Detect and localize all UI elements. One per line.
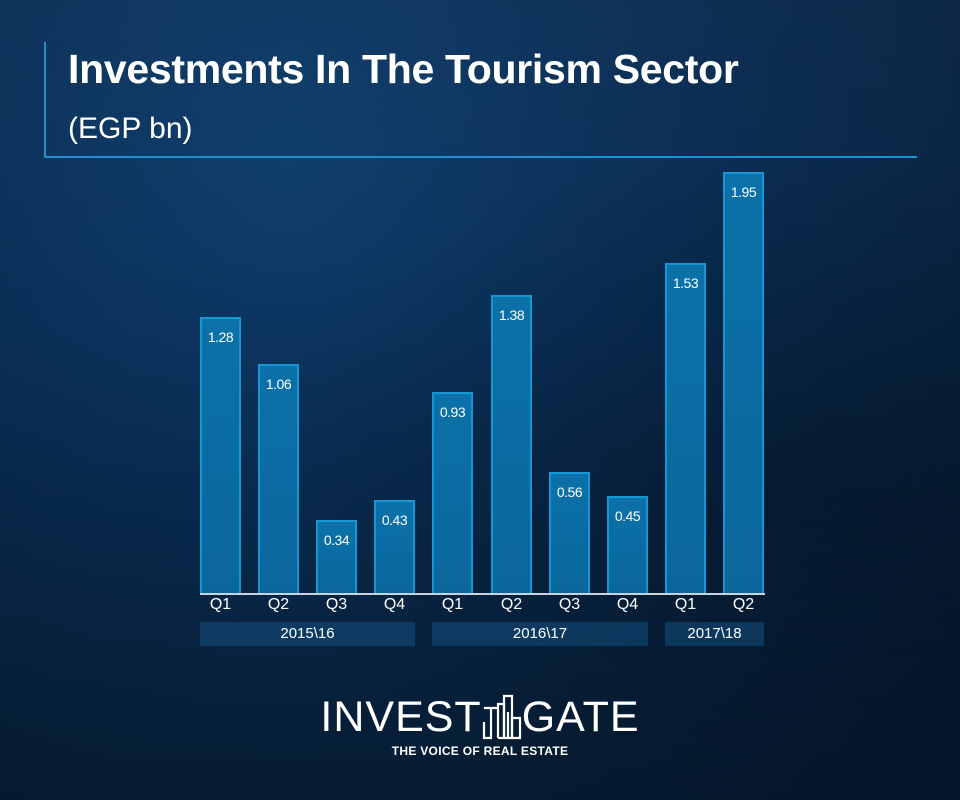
x-tick-label: Q2	[267, 596, 290, 613]
fiscal-year-group-label: 2015\16	[200, 622, 415, 646]
building-icon	[482, 694, 522, 740]
bar-value-label: 1.06	[265, 376, 292, 392]
bar: 1.53	[665, 263, 706, 593]
x-tick-label: Q4	[616, 596, 639, 613]
investgate-logo: INVEST GATE	[320, 694, 640, 740]
bar-value-label: 1.28	[207, 329, 234, 345]
bar: 0.56	[549, 472, 590, 593]
bar: 0.93	[432, 392, 473, 593]
bar-value-label: 0.34	[323, 532, 350, 548]
bar: 0.34	[316, 520, 357, 593]
logo-tagline: THE VOICE OF REAL ESTATE	[391, 744, 569, 758]
x-tick-label: Q2	[500, 596, 523, 613]
bar: 0.45	[607, 496, 648, 593]
x-axis-line	[200, 593, 765, 595]
x-tick-label: Q3	[325, 596, 348, 613]
x-tick-label: Q4	[383, 596, 406, 613]
chart-subtitle: (EGP bn)	[68, 112, 193, 145]
bar-value-label: 0.43	[381, 512, 408, 528]
x-tick-label: Q1	[441, 596, 464, 613]
x-tick-label: Q1	[209, 596, 232, 613]
bar-value-label: 1.95	[730, 184, 757, 200]
logo-text-left: INVEST	[320, 693, 482, 741]
bar-value-label: 1.53	[672, 275, 699, 291]
bar: 0.43	[374, 500, 415, 593]
bar-value-label: 0.45	[614, 508, 641, 524]
bar-value-label: 1.38	[498, 307, 525, 323]
x-tick-label: Q1	[674, 596, 697, 613]
bar-value-label: 0.93	[439, 404, 466, 420]
logo-text-right: GATE	[521, 693, 640, 741]
bar: 1.28	[200, 317, 241, 593]
bar: 1.38	[491, 295, 532, 593]
fiscal-year-group-label: 2017\18	[665, 622, 764, 646]
bar-value-label: 0.56	[556, 484, 583, 500]
x-tick-label: Q3	[558, 596, 581, 613]
chart-title: Investments In The Tourism Sector	[68, 46, 739, 92]
chart-header: Investments In The Tourism Sector (EGP b…	[44, 42, 917, 158]
fiscal-year-group-label: 2016\17	[432, 622, 648, 646]
bar: 1.06	[258, 364, 299, 593]
bar: 1.95	[723, 172, 764, 593]
x-tick-label: Q2	[732, 596, 755, 613]
